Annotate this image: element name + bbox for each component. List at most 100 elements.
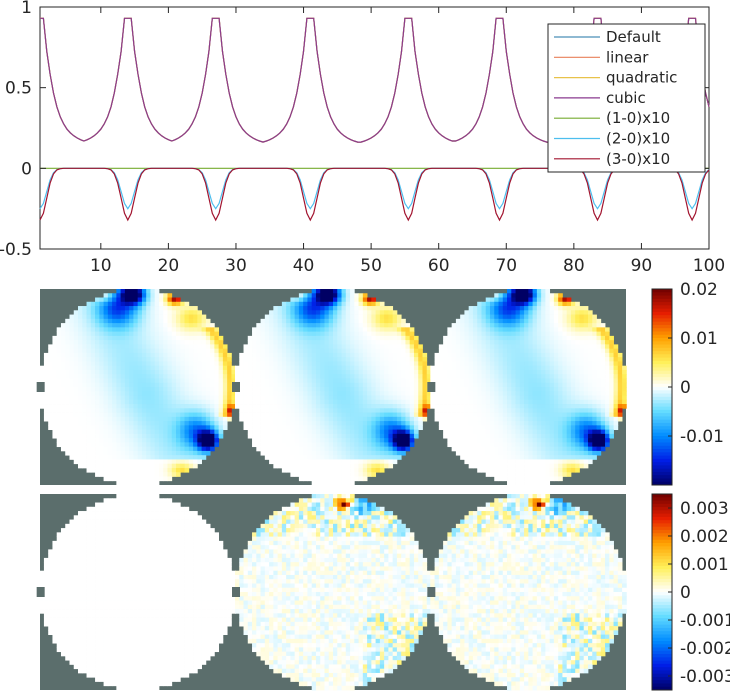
heatmap-cell	[392, 357, 398, 362]
heatmap-cell	[341, 301, 347, 307]
heatmap-cell	[528, 425, 533, 431]
heatmap-cell	[579, 387, 585, 392]
heatmap-cell	[78, 335, 83, 341]
heatmap-cell	[477, 314, 482, 320]
heatmap-cell	[558, 404, 563, 409]
heatmap-cell	[78, 442, 83, 448]
heatmap-cell	[498, 399, 504, 405]
heatmap-cell	[73, 429, 79, 435]
heatmap-cell	[447, 382, 453, 388]
heatmap-cell	[583, 335, 589, 341]
heatmap-cell	[553, 438, 559, 443]
heatmap-cell	[281, 391, 287, 396]
heatmap-cell	[133, 314, 139, 320]
heatmap-cell	[260, 433, 266, 439]
heatmap-cell	[158, 412, 164, 418]
heatmap-cell	[341, 369, 347, 375]
heatmap-cell	[541, 289, 546, 294]
heatmap-cell	[239, 382, 244, 388]
heatmap-panel-3	[427, 289, 627, 486]
heatmap-cell	[333, 480, 338, 486]
heatmap-cell	[137, 408, 143, 413]
heatmap-cell	[532, 387, 538, 392]
heatmap-cell	[150, 442, 156, 448]
heatmap-cell	[277, 318, 283, 324]
heatmap-cell	[600, 433, 606, 439]
heatmap-cell	[341, 314, 347, 320]
heatmap-cell	[524, 314, 529, 320]
heatmap-cell	[519, 463, 525, 469]
heatmap-cell	[303, 327, 308, 333]
heatmap-cell	[354, 318, 359, 324]
heatmap-cell	[171, 369, 177, 375]
heatmap-cell	[371, 391, 377, 396]
heatmap-cell	[65, 416, 70, 422]
heatmap-cell	[99, 391, 104, 396]
heatmap-cell	[103, 459, 109, 465]
heatmap-cell	[324, 391, 330, 396]
heatmap-cell	[367, 369, 372, 375]
legend-entry: (3-0)x10	[606, 150, 670, 168]
heatmap-cell	[273, 455, 279, 460]
heatmap-cell	[294, 314, 300, 320]
heatmap-cell	[167, 433, 173, 439]
heatmap-cell	[65, 433, 70, 439]
heatmap-cell	[324, 348, 330, 354]
heatmap-cell	[536, 331, 542, 337]
heatmap-cell	[281, 429, 287, 435]
heatmap-cell	[315, 327, 321, 333]
heatmap-cell	[307, 438, 313, 443]
heatmap-cell	[137, 301, 143, 307]
heatmap-cell	[358, 301, 364, 307]
heatmap-cell	[163, 467, 168, 473]
heatmap-cell	[528, 438, 533, 443]
heatmap-cell	[609, 425, 614, 431]
heatmap-cell	[78, 318, 83, 324]
heatmap-cell	[184, 450, 190, 456]
heatmap-cell	[39, 369, 45, 375]
heatmap-cell	[90, 369, 96, 375]
heatmap-cell	[502, 331, 508, 337]
heatmap-cell	[103, 399, 109, 405]
heatmap-cell	[354, 327, 359, 333]
heatmap-cell	[320, 340, 325, 345]
heatmap-cell	[570, 416, 576, 422]
heatmap-cell	[536, 395, 542, 401]
heatmap-cell	[294, 387, 300, 392]
heatmap-cell	[396, 344, 402, 350]
heatmap-cell	[56, 348, 62, 354]
heatmap-cell	[549, 395, 555, 401]
heatmap-cell	[401, 416, 406, 422]
heatmap-cell	[549, 374, 555, 379]
heatmap-cell	[515, 352, 521, 358]
heatmap-cell	[460, 369, 465, 375]
heatmap-cell	[430, 399, 435, 405]
heatmap-cell	[141, 408, 147, 413]
heatmap-cell	[184, 335, 190, 341]
heatmap-cell	[150, 289, 156, 294]
heatmap-cell	[154, 314, 160, 320]
heatmap-cell	[281, 327, 287, 333]
heatmap-cell	[549, 352, 555, 358]
heatmap-cell	[519, 459, 525, 465]
heatmap-cell	[566, 301, 572, 307]
heatmap-cell	[511, 318, 516, 324]
heatmap-cell	[137, 340, 143, 345]
heatmap-cell	[341, 412, 347, 418]
heatmap-cell	[345, 433, 351, 439]
heatmap-cell	[341, 306, 347, 311]
heatmap-cell	[541, 293, 546, 298]
heatmap-cell	[129, 416, 134, 422]
heatmap-cell	[315, 293, 321, 298]
heatmap-cell	[558, 314, 563, 320]
heatmap-cell	[193, 416, 198, 422]
heatmap-cell	[95, 314, 100, 320]
heatmap-cell	[532, 357, 538, 362]
heatmap-cell	[129, 450, 134, 456]
heatmap-cell	[107, 438, 113, 443]
heatmap-cell	[290, 438, 296, 443]
heatmap-cell	[218, 425, 224, 431]
heatmap-cell	[472, 438, 478, 443]
heatmap-cell	[197, 450, 202, 456]
heatmap-cell	[545, 331, 551, 337]
